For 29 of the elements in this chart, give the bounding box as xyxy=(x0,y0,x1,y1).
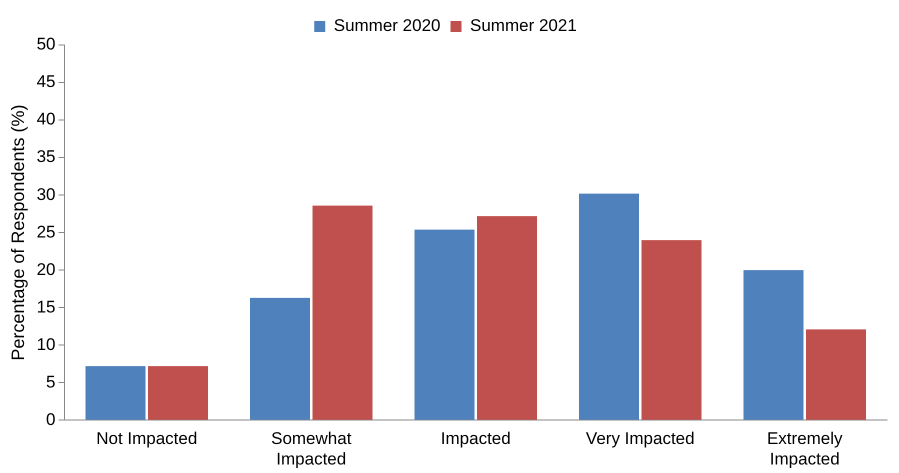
bar xyxy=(312,206,373,420)
y-axis-title: Percentage of Respondents (%) xyxy=(8,104,28,361)
bar xyxy=(414,230,475,420)
legend-label: Summer 2020 xyxy=(334,16,441,36)
x-tick-label: Somewhat Impacted xyxy=(271,429,352,468)
bar xyxy=(86,366,146,420)
bar xyxy=(477,216,538,420)
y-tick-label: 5 xyxy=(46,372,56,392)
y-tick-label: 35 xyxy=(36,147,56,166)
bar xyxy=(642,240,702,420)
y-tick-label: 10 xyxy=(36,334,56,354)
x-tick-label: Impacted xyxy=(440,429,511,448)
bar xyxy=(578,194,640,420)
y-tick-label: 45 xyxy=(36,72,56,92)
bar xyxy=(250,298,310,420)
y-tick-label: 25 xyxy=(36,222,56,242)
x-tick-label: Not Impacted xyxy=(96,429,198,448)
bar xyxy=(148,366,208,420)
y-tick-label: 0 xyxy=(46,410,56,429)
y-tick-label: 15 xyxy=(36,297,56,316)
legend-label: Summer 2021 xyxy=(470,16,577,36)
y-tick-label: 20 xyxy=(36,260,56,279)
x-tick-label: Very Impacted xyxy=(586,429,695,448)
x-tick-label: Extremely Impacted xyxy=(766,429,844,468)
bar xyxy=(743,270,804,420)
bar xyxy=(806,329,866,420)
y-tick-label: 50 xyxy=(36,34,56,54)
y-tick-label: 30 xyxy=(36,184,56,204)
y-tick-label: 40 xyxy=(36,110,56,129)
